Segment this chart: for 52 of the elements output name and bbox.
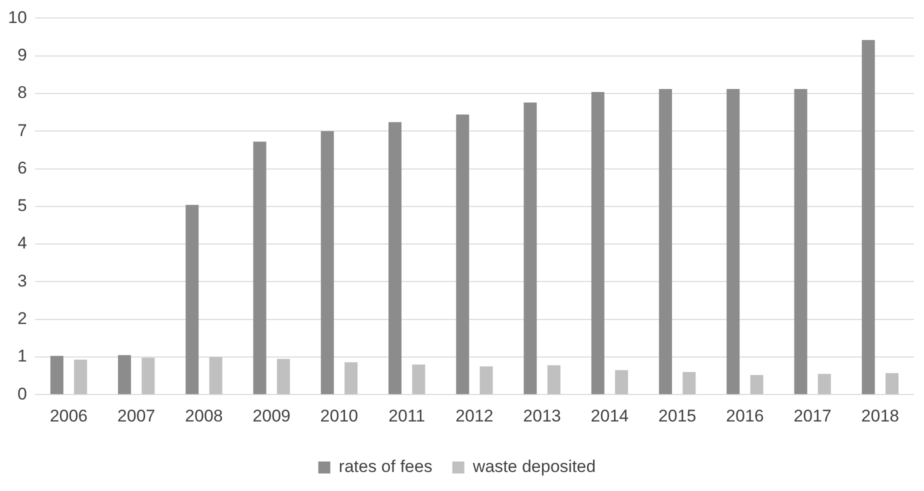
y-tick-label: 6 bbox=[17, 158, 27, 178]
bar bbox=[50, 356, 64, 394]
bar bbox=[750, 375, 764, 394]
bar bbox=[320, 131, 334, 394]
x-tick-label: 2015 bbox=[658, 406, 696, 426]
bar bbox=[682, 372, 696, 394]
bar bbox=[253, 142, 266, 394]
x-tick-label: 2017 bbox=[794, 406, 832, 426]
bar bbox=[118, 355, 132, 394]
bar bbox=[615, 370, 628, 394]
x-tick-label: 2008 bbox=[185, 406, 223, 426]
bar bbox=[344, 362, 358, 394]
bar bbox=[794, 88, 808, 394]
x-tick-label: 2012 bbox=[456, 406, 494, 426]
y-tick-label: 3 bbox=[17, 271, 27, 290]
x-tick-label: 2018 bbox=[861, 406, 900, 426]
bar bbox=[591, 92, 604, 394]
x-tick-label: 2007 bbox=[117, 406, 156, 426]
y-tick-label: 2 bbox=[17, 309, 27, 328]
x-tick-label: 2006 bbox=[50, 406, 88, 426]
bar bbox=[74, 360, 88, 394]
x-tick-label: 2014 bbox=[590, 406, 629, 426]
bar bbox=[547, 365, 560, 394]
y-tick-label: 5 bbox=[17, 196, 27, 216]
legend-label: rates of fees bbox=[338, 457, 432, 476]
bar bbox=[886, 373, 899, 394]
legend-label: waste deposited bbox=[472, 457, 596, 476]
bar bbox=[412, 364, 426, 394]
y-tick-label: 0 bbox=[17, 384, 27, 404]
y-tick-label: 8 bbox=[17, 83, 27, 102]
bar bbox=[388, 122, 402, 394]
bar bbox=[209, 356, 222, 394]
bar bbox=[186, 204, 199, 394]
bar bbox=[456, 114, 470, 394]
y-tick-label: 9 bbox=[17, 46, 27, 65]
x-tick-label: 2009 bbox=[252, 406, 290, 426]
x-tick-label: 2013 bbox=[523, 406, 561, 426]
x-tick-label: 2010 bbox=[320, 406, 358, 426]
bar bbox=[480, 366, 493, 394]
x-tick-label: 2016 bbox=[726, 406, 764, 426]
bar bbox=[142, 358, 155, 394]
y-tick-label: 7 bbox=[17, 120, 27, 140]
bar bbox=[818, 374, 831, 394]
bar bbox=[276, 358, 290, 394]
bar bbox=[524, 102, 537, 394]
x-tick-label: 2011 bbox=[388, 406, 426, 426]
bar bbox=[658, 88, 672, 394]
y-tick-label: 10 bbox=[8, 8, 27, 27]
bar bbox=[726, 88, 740, 394]
y-tick-label: 1 bbox=[17, 346, 27, 366]
bar bbox=[862, 40, 875, 394]
y-tick-label: 4 bbox=[17, 234, 27, 253]
